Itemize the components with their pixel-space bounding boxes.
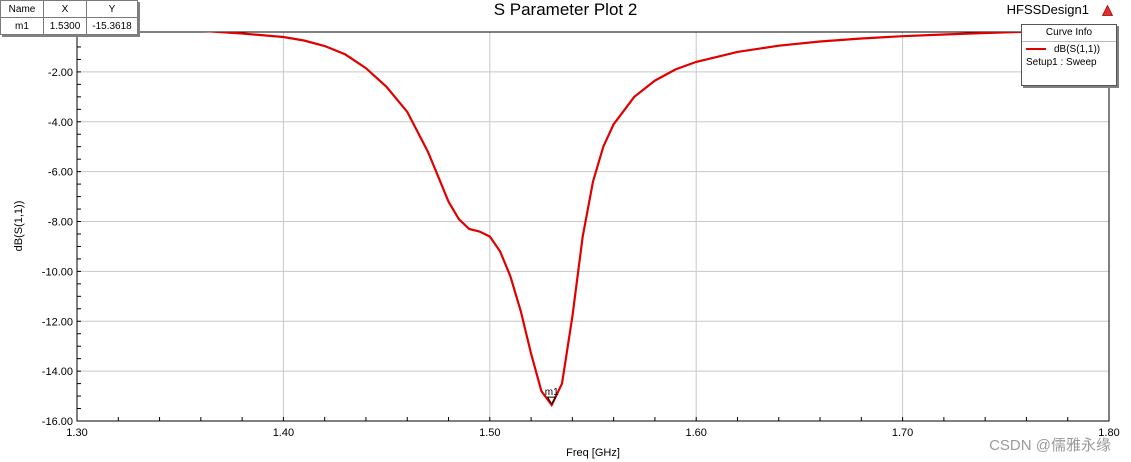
marker-table-header-y: Y (86, 0, 138, 18)
legend-curve-info[interactable]: Curve Info dB(S(1,1)) Setup1 : Sweep (1021, 24, 1117, 86)
y-axis-label: dB(S(1,1)) (13, 201, 25, 252)
legend-entry-s11[interactable]: dB(S(1,1)) (1022, 42, 1116, 56)
y-tick-label: -12.00 (42, 316, 73, 328)
marker-table-header-row: Name X Y (0, 0, 138, 18)
x-tick-label: 1.40 (273, 427, 294, 439)
plot-title: S Parameter Plot 2 (493, 0, 638, 19)
marker-name-cell: m1 (0, 17, 44, 35)
y-tick-label: -16.00 (42, 416, 73, 428)
x-axis-label: Freq [GHz] (566, 447, 620, 459)
design-name: HFSSDesign1 (1006, 2, 1089, 17)
legend-series-label: dB(S(1,1)) (1054, 43, 1101, 55)
legend-series-sub: Setup1 : Sweep (1026, 57, 1097, 68)
warning-triangle-icon[interactable] (1102, 5, 1113, 16)
marker-x-cell: 1.5300 (43, 17, 87, 35)
x-tick-label: 1.70 (892, 427, 913, 439)
x-tick-label: 1.50 (479, 427, 500, 439)
x-tick-label: 1.80 (1098, 427, 1119, 439)
legend-line-swatch (1026, 48, 1046, 50)
axes: 1.30 1.40 1.50 1.60 1.70 1.80 -2.00 -4.00 -6.00 -… (42, 31, 1120, 439)
marker-table: Name X Y m1 1.5300 -15.3618 (0, 0, 138, 35)
watermark: CSDN @儒雅永缘 (989, 437, 1111, 454)
y-tick-label: -14.00 (42, 366, 73, 378)
plot-frame (76, 31, 1110, 422)
marker-table-header-name: Name (0, 0, 44, 18)
y-tick-label: -10.00 (42, 266, 73, 278)
legend-title: Curve Info (1022, 25, 1116, 42)
x-tick-label: 1.30 (66, 427, 87, 439)
plot-area-background (77, 32, 1109, 421)
y-tick-label: -4.00 (48, 117, 73, 129)
marker-m1-label: m1 (545, 387, 559, 398)
marker-table-header-x: X (43, 0, 87, 18)
marker-y-cell: -15.3618 (86, 17, 138, 35)
y-tick-label: -6.00 (48, 167, 73, 179)
y-tick-label: -8.00 (48, 217, 73, 229)
y-tick-label: -2.00 (48, 67, 73, 79)
marker-table-row[interactable]: m1 1.5300 -15.3618 (0, 17, 138, 35)
x-tick-label: 1.60 (685, 427, 706, 439)
marker-m1-triangle[interactable] (546, 396, 557, 406)
series-line-s11 (202, 32, 1064, 408)
marker-layer: m1 (545, 387, 559, 406)
